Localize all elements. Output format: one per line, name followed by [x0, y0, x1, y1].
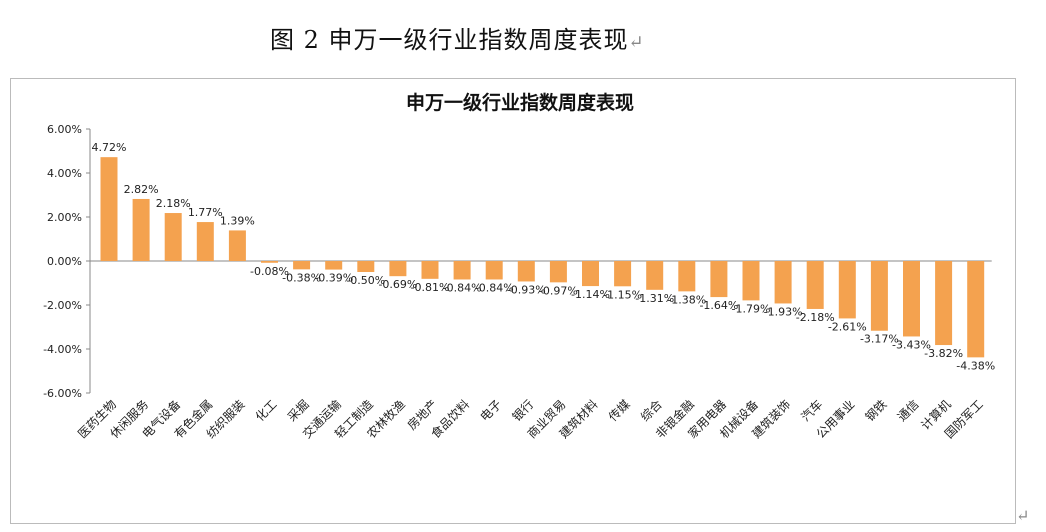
data-label: -0.69%: [378, 278, 417, 291]
category-label: 电子: [477, 397, 504, 424]
bar: [261, 261, 278, 263]
data-label: 4.72%: [92, 141, 127, 154]
bar: [549, 261, 567, 283]
y-tick-label: 4.00%: [47, 167, 82, 180]
y-tick-label: -2.00%: [43, 299, 82, 312]
chart-title: 申万一级行业指数周度表现: [406, 91, 634, 114]
bar: [132, 198, 150, 261]
chart-frame: [10, 78, 1016, 524]
data-label: 2.82%: [124, 183, 159, 196]
y-tick-label: -4.00%: [43, 343, 82, 356]
bar: [678, 261, 696, 292]
return-mark: ↵: [628, 32, 645, 53]
bar: [742, 261, 760, 301]
figure-title-text: 图 2 申万一级行业指数周度表现: [270, 26, 629, 54]
bar: [164, 213, 182, 261]
data-label: -2.18%: [796, 311, 835, 324]
bar: [357, 261, 375, 272]
bar: [838, 261, 856, 319]
data-label: -0.93%: [507, 283, 546, 296]
data-label: -1.14%: [571, 288, 610, 301]
data-label: -3.17%: [860, 333, 899, 346]
data-label: -1.93%: [764, 305, 803, 318]
bar: [967, 261, 985, 358]
data-label: -0.08%: [250, 265, 289, 278]
return-mark-bottom: ↵: [1016, 506, 1030, 525]
data-label: -0.84%: [443, 281, 482, 294]
data-label: 1.77%: [188, 206, 223, 219]
bar: [710, 261, 728, 298]
bar: [485, 261, 503, 280]
data-label: -1.31%: [635, 292, 674, 305]
data-label: -3.82%: [924, 347, 963, 360]
bar: [806, 261, 824, 309]
bar: [582, 261, 599, 287]
bar: [228, 230, 246, 261]
figure-title: 图 2 申万一级行业指数周度表现↵: [270, 20, 645, 55]
category-label: 传媒: [605, 397, 633, 425]
data-label: -1.38%: [667, 293, 706, 306]
category-label: 综合: [637, 397, 665, 425]
category-label: 汽车: [798, 397, 826, 425]
bar: [646, 261, 664, 290]
bar: [100, 157, 118, 261]
data-label: -2.61%: [828, 320, 867, 333]
data-label: -0.84%: [475, 281, 514, 294]
bar: [293, 261, 311, 270]
category-label: 采掘: [284, 397, 312, 425]
category-label: 银行: [510, 397, 537, 424]
bar: [421, 261, 439, 279]
data-label: -0.39%: [314, 272, 353, 285]
bar: [196, 222, 214, 261]
data-label: -0.50%: [346, 274, 385, 287]
data-label: 1.39%: [220, 214, 255, 227]
data-label: -0.97%: [539, 284, 578, 297]
bar: [517, 261, 535, 282]
data-label: -1.64%: [699, 299, 738, 312]
bar: [935, 261, 953, 346]
bar: [614, 261, 632, 287]
data-label: 2.18%: [156, 197, 191, 210]
bar: [325, 261, 343, 270]
category-label: 钢铁: [863, 397, 890, 424]
data-label: -1.15%: [603, 288, 642, 301]
data-label: -3.43%: [892, 338, 931, 351]
bar: [389, 261, 407, 277]
bar: [870, 261, 888, 331]
bar: [774, 261, 792, 304]
data-label: -1.79%: [732, 302, 771, 315]
bar: [453, 261, 471, 280]
y-tick-label: 2.00%: [47, 211, 82, 224]
bar: [903, 261, 920, 337]
data-label: -0.38%: [282, 271, 321, 284]
y-tick-label: -6.00%: [43, 387, 82, 400]
data-label: -4.38%: [956, 359, 995, 372]
category-label: 化工: [253, 397, 280, 424]
data-label: -0.81%: [411, 281, 450, 294]
y-tick-label: 0.00%: [47, 255, 82, 268]
category-label: 通信: [895, 397, 922, 424]
y-tick-label: 6.00%: [47, 123, 82, 136]
